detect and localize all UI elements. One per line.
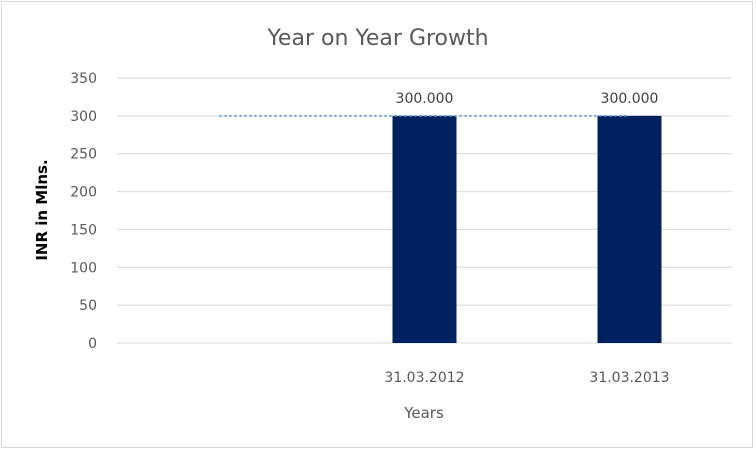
y-tick-label: 100: [70, 260, 97, 276]
data-label: 300.000: [396, 91, 454, 107]
x-tick-label: 31.03.2012: [384, 370, 464, 386]
x-tick-label: 31.03.2013: [589, 370, 669, 386]
y-tick-label: 350: [70, 71, 97, 87]
y-tick-label: 0: [88, 336, 97, 352]
y-tick-label: 200: [70, 185, 97, 201]
data-label: 300.000: [601, 91, 659, 107]
x-axis-label: Years: [403, 404, 444, 422]
y-tick-label: 250: [70, 147, 97, 163]
y-tick-label: 150: [70, 222, 97, 238]
y-tick-label: 50: [79, 298, 97, 314]
y-axis-label: INR in Mlns.: [33, 159, 51, 260]
chart-title: Year on Year Growth: [266, 26, 488, 51]
y-tick-label: 300: [70, 109, 97, 125]
bar: [392, 115, 457, 343]
bar: [597, 115, 662, 343]
